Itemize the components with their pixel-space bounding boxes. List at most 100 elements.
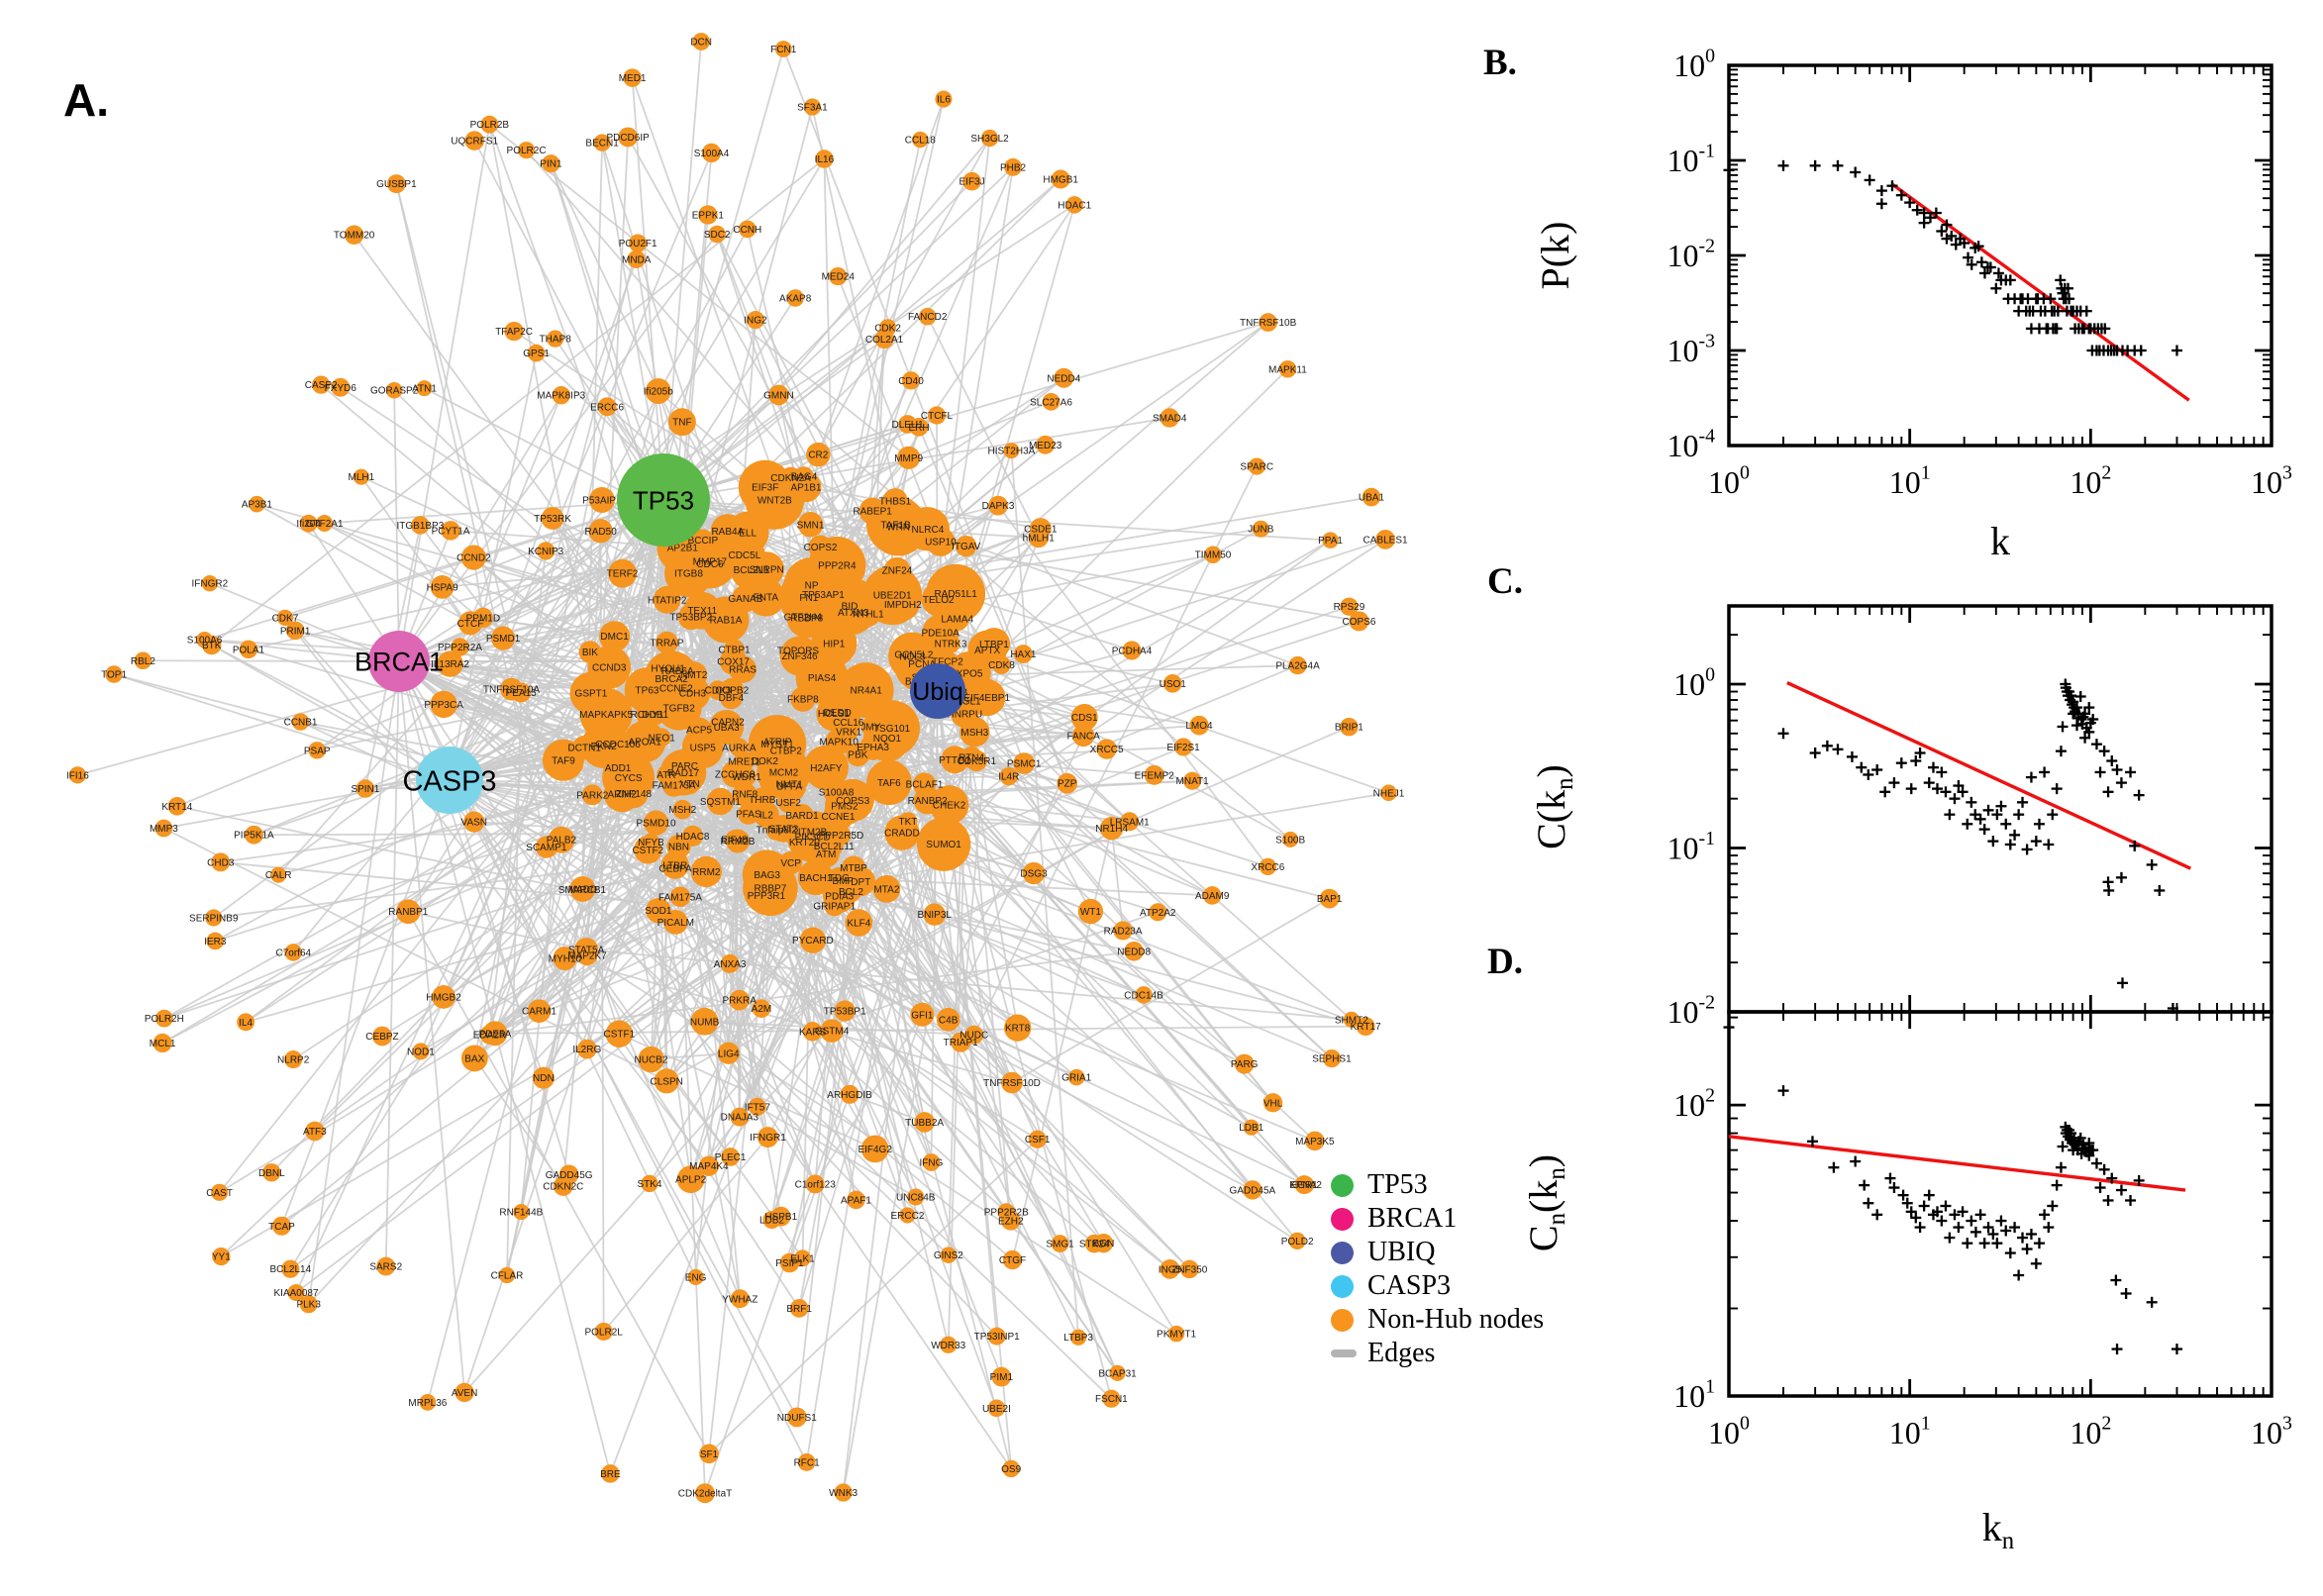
network-node (480, 115, 499, 134)
network-node (608, 558, 637, 588)
network-node (802, 1022, 823, 1042)
network-node (1057, 772, 1078, 794)
network-node (858, 497, 886, 525)
network-edge (601, 142, 664, 501)
network-node (1054, 367, 1074, 388)
legend-label: UBIQ (1367, 1237, 1436, 1267)
network-node (1071, 724, 1095, 748)
network-node (1149, 903, 1167, 922)
network-edge (488, 550, 548, 1036)
network-node (803, 98, 821, 116)
network-edge (617, 767, 769, 1138)
network-node (1013, 645, 1033, 664)
network-node (672, 799, 693, 820)
network-node (287, 1284, 305, 1302)
network-node (1243, 1180, 1262, 1200)
network-node (872, 874, 901, 903)
network-node (922, 1153, 941, 1171)
network-edge (838, 895, 909, 1216)
network-node (687, 1268, 704, 1285)
legend-label: Non-Hub nodes (1367, 1304, 1545, 1335)
network-node (152, 1033, 172, 1053)
network-node (385, 381, 403, 399)
network-node (504, 321, 524, 342)
x-axis-title-d: kn​ (1982, 1505, 2015, 1554)
network-node (211, 1183, 229, 1201)
network-node (1243, 1119, 1260, 1136)
network-node (786, 289, 804, 307)
network-node (599, 621, 631, 652)
network-edge (757, 880, 844, 1108)
network-node (463, 811, 485, 833)
network-node (134, 651, 152, 670)
network-node (498, 1266, 516, 1284)
network-node (541, 507, 564, 530)
network-node (262, 1163, 281, 1182)
network-node (913, 786, 942, 815)
y-tick-label: 10-4 (1666, 426, 1715, 463)
network-node (774, 41, 792, 57)
network-node (661, 773, 686, 797)
network-node (285, 621, 305, 641)
network-node (690, 1007, 719, 1036)
data-points (1777, 678, 2178, 1014)
network-node (656, 631, 678, 654)
legend-item-brca1: BRCA1 (1331, 1202, 1544, 1236)
network-node (491, 626, 516, 650)
network-node (237, 1013, 255, 1032)
network-edge (211, 644, 451, 781)
network-node (588, 519, 613, 544)
network-node (1375, 530, 1395, 549)
network-node (921, 582, 956, 617)
network-edge (280, 779, 451, 1227)
network-node (840, 1084, 859, 1104)
network-edge (143, 659, 400, 662)
network-node (511, 682, 532, 703)
network-edge (295, 962, 731, 1294)
network-edge (667, 667, 1213, 897)
y-axis-title-b: P(k) (1533, 222, 1577, 290)
network-node (553, 947, 577, 971)
network-node (594, 1322, 613, 1341)
network-edge (746, 229, 807, 487)
network-node (593, 134, 611, 151)
network-node (636, 703, 658, 726)
network-edge (997, 505, 1269, 867)
axes-box (1727, 63, 2273, 448)
network-node (794, 466, 814, 487)
network-node (682, 534, 738, 589)
network-edge (395, 183, 548, 848)
network-node (820, 1019, 844, 1043)
network-node (1189, 715, 1209, 736)
network-node (940, 1336, 958, 1353)
y-tick-label: 10-3 (1666, 331, 1715, 368)
legend-item-casp3: CASP3 (1331, 1269, 1544, 1303)
y-tick-label: 10-1 (1666, 141, 1715, 178)
network-node (682, 825, 704, 847)
network-node (977, 628, 1011, 660)
network-edge (393, 390, 400, 662)
network-edge (927, 528, 1298, 666)
x-axis-title-b: k (1990, 519, 2010, 563)
network-node (460, 545, 487, 570)
network-node (239, 640, 258, 659)
network-edge (703, 1021, 1012, 1469)
x-tick-label: 101 (1889, 462, 1931, 500)
x-tick-label: 102 (2070, 462, 2111, 500)
network-node (355, 779, 375, 798)
network-node (988, 495, 1008, 516)
y-tick-label: 101 (1673, 1376, 1715, 1414)
network-edge (204, 423, 908, 642)
network-edge (1010, 450, 1079, 1338)
network-node (542, 154, 560, 173)
network-node (1036, 435, 1056, 454)
network-node (797, 859, 834, 896)
network-node (645, 378, 671, 404)
network-node (154, 819, 173, 838)
network-edge (817, 98, 945, 455)
network-node (460, 1045, 488, 1072)
network-node (716, 710, 740, 734)
legend-item-ubiq: UBIQ (1331, 1236, 1544, 1269)
